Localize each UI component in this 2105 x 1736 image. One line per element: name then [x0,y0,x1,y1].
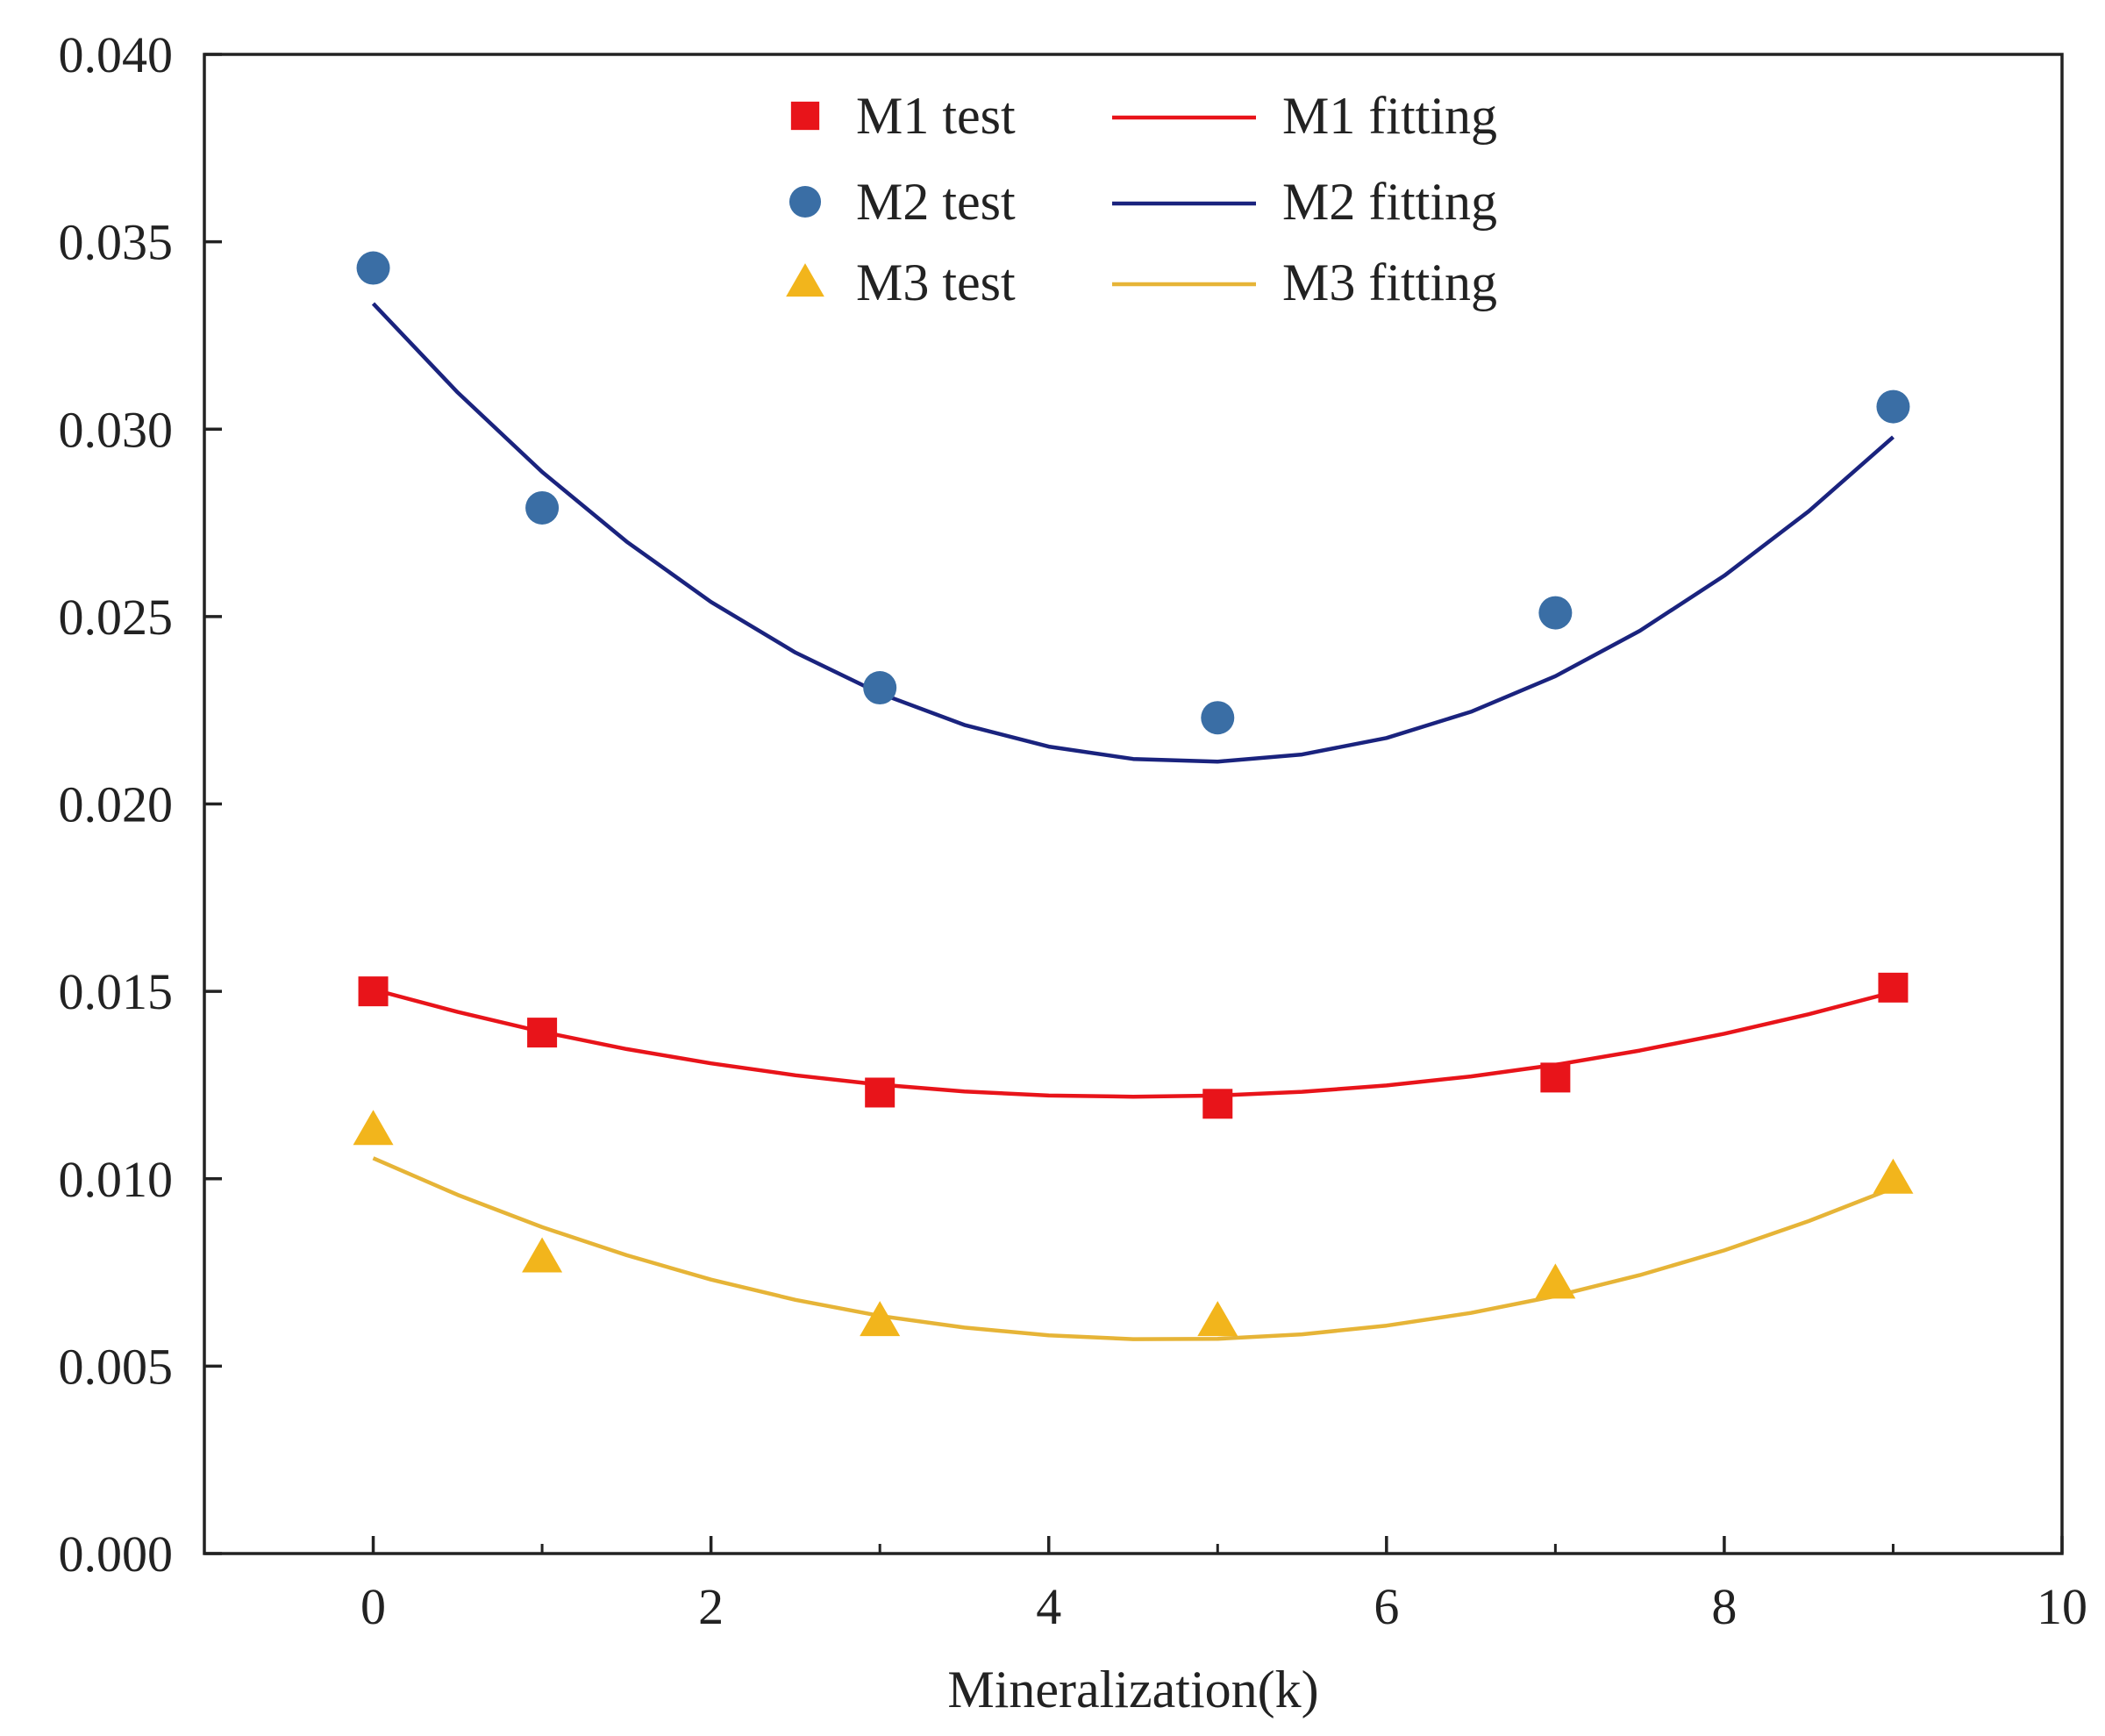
axis-ticks [204,53,2064,1555]
m3-test-point-3 [1197,1301,1238,1337]
m1-fitting-line [372,987,1894,1099]
legend-marker-m2-test [788,185,822,218]
m1-test-point-3 [1202,1089,1233,1119]
y-tick-label-7: 0.035 [59,214,174,271]
m3-test-point-4 [1535,1263,1576,1299]
legend-marker-m1-test [790,101,820,131]
legend-label-m2-fitting: M2 fitting [1282,173,1497,231]
y-tick-label-2: 0.010 [59,1151,174,1208]
m3-test-point-2 [860,1301,901,1337]
m2-test-point-0 [356,251,390,285]
x-tick-label-0: 0 [360,1578,386,1635]
x-tick-labels: 0 2 4 6 8 10 [360,1578,2087,1635]
test-points [353,251,1914,1337]
y-tick-label-1: 0.005 [59,1338,174,1395]
legend-label-m3-test: M3 test [856,254,1016,311]
m3-fitting-line [372,1156,1894,1341]
m2-test-point-2 [863,671,897,705]
m3-test-point-0 [353,1110,394,1146]
y-tick-label-6: 0.030 [59,401,174,458]
legend: M1 test M2 test M3 test M1 fitting M2 fittin… [786,87,1497,311]
m1-test-point-0 [358,976,389,1007]
y-tick-label-3: 0.015 [59,963,174,1020]
m2-fitting-line [371,302,1894,764]
m1-test-point-2 [865,1077,896,1108]
m1-test-point-4 [1540,1062,1571,1093]
m2-test-point-3 [1201,701,1235,735]
y-tick-label-0: 0.000 [59,1525,174,1582]
fitting-lines [371,302,1894,1341]
y-tick-label-8: 0.040 [59,26,174,83]
legend-label-m2-test: M2 test [856,173,1016,231]
m2-test-point-1 [525,490,560,525]
y-tick-labels: 0.000 0.005 0.010 0.015 0.020 0.025 0.030 0.035… [59,26,174,1582]
legend-label-m3-fitting: M3 fitting [1282,254,1497,311]
x-tick-label-3: 6 [1374,1578,1399,1635]
m2-test-point-4 [1538,596,1573,630]
m3-test-point-5 [1873,1158,1914,1194]
m1-test-point-1 [527,1018,558,1048]
legend-marker-m3-test [786,263,824,297]
x-tick-label-2: 4 [1036,1578,1061,1635]
m2-test-point-5 [1876,389,1910,424]
x-tick-label-1: 2 [698,1578,724,1635]
x-axis-title: Mineralization(k) [947,1661,1318,1718]
y-tick-label-5: 0.025 [59,589,174,646]
legend-label-m1-test: M1 test [856,87,1016,145]
x-tick-label-4: 8 [1711,1578,1737,1635]
legend-label-m1-fitting: M1 fitting [1282,87,1497,145]
m1-test-point-5 [1878,972,1909,1003]
m3-test-point-1 [522,1237,563,1273]
y-tick-label-4: 0.020 [59,776,174,833]
x-tick-label-5: 10 [2037,1578,2087,1635]
